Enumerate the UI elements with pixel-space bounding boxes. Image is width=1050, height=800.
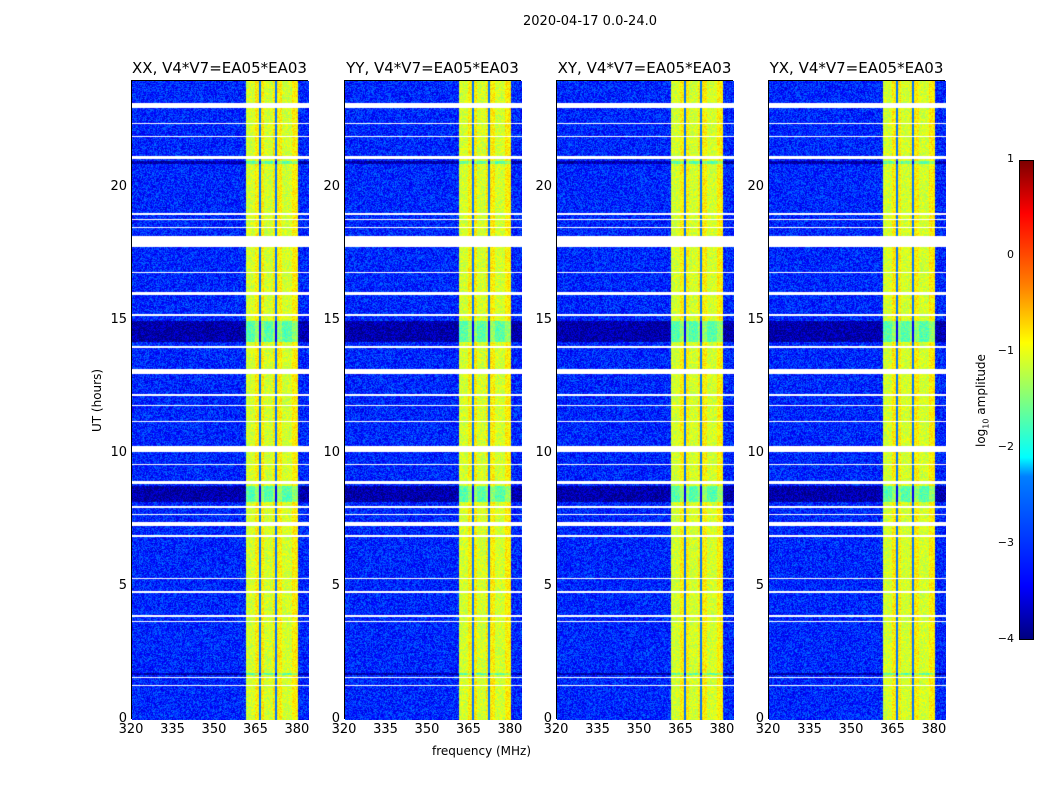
colorbar-tick-label: −1: [997, 344, 1014, 357]
colorbar-tick-label: −3: [997, 536, 1014, 549]
x-tick-label: 365: [243, 722, 268, 737]
panel-title: XY, V4*V7=EA05*EA03: [557, 59, 732, 77]
heatmap-image: [132, 81, 309, 720]
x-tick-label: 320: [331, 722, 357, 737]
x-axis-label: frequency (MHz): [432, 744, 532, 758]
y-tick-label: 0: [755, 711, 764, 726]
colorbar-label: log10 amplitude: [974, 354, 991, 447]
y-tick-label: 15: [747, 311, 764, 327]
y-tick-label: 20: [535, 178, 552, 194]
x-tick-label: 335: [585, 722, 610, 737]
x-tick-label: 350: [201, 722, 227, 737]
x-tick-label: 365: [668, 722, 693, 737]
y-tick-label: 15: [110, 311, 127, 327]
x-tick-label: 320: [118, 722, 144, 737]
heatmap-image: [557, 81, 734, 720]
x-tick-label: 350: [414, 722, 440, 737]
x-tick-label: 380: [284, 722, 310, 737]
colorbar-tick-label: 1: [1007, 152, 1014, 165]
y-tick-label: 20: [110, 178, 127, 194]
x-tick-label: 335: [160, 722, 185, 737]
colorbar-tick-label: −4: [997, 632, 1014, 645]
x-tick-label: 365: [456, 722, 481, 737]
heatmap-image: [769, 81, 946, 720]
x-tick-label: 320: [755, 722, 781, 737]
y-tick-label: 0: [118, 711, 127, 726]
colorbar-tick-label: 0: [1007, 248, 1014, 261]
y-tick-label: 0: [331, 711, 340, 726]
y-tick-label: 10: [535, 444, 552, 460]
heatmap-image: [345, 81, 522, 720]
heatmap-panel: [768, 80, 946, 720]
x-tick-label: 350: [626, 722, 652, 737]
x-tick-label: 365: [880, 722, 905, 737]
figure-title: 2020-04-17 0.0-24.0: [523, 14, 657, 29]
y-tick-label: 5: [331, 577, 340, 593]
y-tick-label: 10: [747, 444, 764, 460]
y-tick-label: 10: [323, 444, 340, 460]
colorbar: [1019, 160, 1034, 640]
y-tick-label: 5: [755, 577, 764, 593]
y-tick-label: 10: [110, 444, 127, 460]
y-tick-label: 5: [543, 577, 552, 593]
y-tick-label: 15: [323, 311, 340, 327]
colorbar-tick-label: −2: [997, 440, 1014, 453]
heatmap-panel: [344, 80, 522, 720]
y-tick-label: 5: [118, 577, 127, 593]
x-tick-label: 320: [543, 722, 569, 737]
y-tick-label: 15: [535, 311, 552, 327]
x-tick-label: 335: [797, 722, 822, 737]
panel-title: YX, V4*V7=EA05*EA03: [769, 59, 944, 77]
x-tick-label: 380: [921, 722, 947, 737]
heatmap-panel: [131, 80, 309, 720]
y-tick-label: 0: [543, 711, 552, 726]
x-tick-label: 350: [838, 722, 864, 737]
panel-title: YY, V4*V7=EA05*EA03: [346, 59, 519, 77]
heatmap-panel: [556, 80, 734, 720]
x-tick-label: 335: [373, 722, 398, 737]
y-axis-label: UT (hours): [90, 368, 104, 432]
panel-title: XX, V4*V7=EA05*EA03: [132, 59, 307, 77]
x-tick-label: 380: [709, 722, 735, 737]
y-tick-label: 20: [323, 178, 340, 194]
x-tick-label: 380: [497, 722, 523, 737]
y-tick-label: 20: [747, 178, 764, 194]
